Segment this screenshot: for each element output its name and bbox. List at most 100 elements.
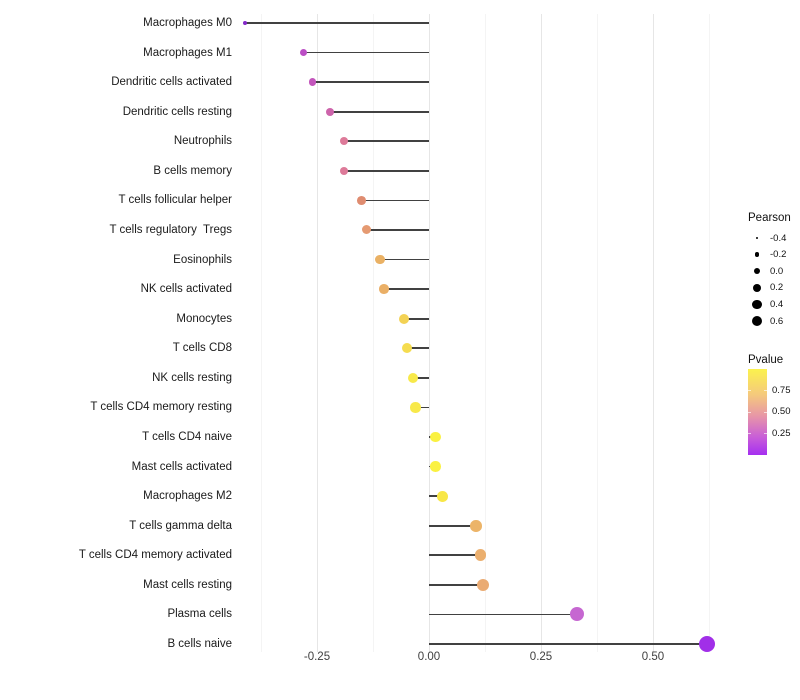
pvalue-tick-mark: [764, 390, 767, 391]
row-label: T cells CD4 memory resting: [90, 401, 232, 414]
row-label: Monocytes: [176, 312, 232, 325]
size-legend-title: Pearson: [748, 212, 791, 224]
lollipop-dot: [339, 166, 349, 176]
size-legend-dot: [753, 283, 761, 292]
lollipop-stick: [429, 613, 577, 616]
lollipop-dot: [361, 225, 371, 235]
lollipop-dot: [399, 313, 410, 324]
size-legend-dot: [754, 252, 760, 257]
lollipop-stick: [303, 51, 429, 54]
lollipop-stick: [343, 140, 429, 143]
size-legend-label: 0.2: [770, 282, 784, 294]
x-tick-label: -0.25: [303, 651, 331, 663]
lollipop-dot: [410, 402, 421, 413]
lollipop-dot: [339, 137, 349, 146]
row-label: T cells CD8: [172, 342, 232, 355]
lollipop-dot: [243, 21, 248, 25]
lollipop-stick: [429, 554, 481, 557]
lollipop-stick: [384, 288, 429, 290]
pvalue-tick-mark: [748, 433, 751, 434]
lollipop-dot: [326, 107, 335, 116]
lollipop-stick: [379, 258, 429, 261]
gridline-minor: [708, 14, 710, 652]
row-label: T cells CD4 memory activated: [78, 549, 232, 562]
lollipop-dot: [430, 431, 441, 443]
lollipop-stick: [361, 199, 429, 202]
lollipop-stick: [429, 524, 477, 527]
size-legend-label: 0.0: [770, 265, 784, 277]
size-legend-dot: [753, 267, 761, 275]
lollipop-dot: [437, 490, 448, 502]
pvalue-gradient-bar: [748, 369, 767, 455]
lollipop-dot: [474, 549, 487, 562]
lollipop-stick: [406, 347, 429, 350]
row-label: Macrophages M2: [143, 490, 232, 503]
size-legend-dot: [755, 236, 759, 240]
pvalue-tick-label: 0.75: [772, 384, 791, 396]
row-label: Mast cells resting: [143, 578, 232, 591]
gridline-major: [428, 14, 430, 652]
lollipop-dot: [379, 284, 389, 294]
row-label: Plasma cells: [167, 608, 232, 621]
lollipop-stick: [404, 317, 429, 320]
lollipop-dot: [698, 635, 715, 653]
pvalue-tick-mark: [764, 411, 767, 413]
gridline-minor: [596, 14, 598, 652]
lollipop-stick: [429, 583, 483, 586]
row-label: Dendritic cells activated: [111, 76, 232, 89]
row-label: T cells regulatory Tregs: [109, 223, 232, 236]
pvalue-tick-mark: [764, 433, 767, 434]
row-label: T cells gamma delta: [129, 519, 232, 532]
size-legend-dot: [752, 299, 762, 310]
row-label: NK cells resting: [152, 371, 232, 384]
x-tick-label: 0.50: [641, 651, 665, 663]
row-label: T cells follicular helper: [118, 194, 232, 207]
lollipop-dot: [430, 461, 441, 472]
row-label: Dendritic cells resting: [122, 105, 232, 118]
gridline-major: [540, 14, 542, 652]
pvalue-tick-mark: [748, 390, 751, 391]
pvalue-tick-label: 0.25: [772, 427, 791, 439]
x-tick-label: 0.00: [417, 651, 441, 663]
gridline-minor: [260, 14, 262, 652]
lollipop-stick: [429, 643, 707, 645]
lollipop-dot: [476, 578, 489, 591]
lollipop-stick: [415, 406, 429, 409]
lollipop-dot: [308, 78, 317, 86]
gridline-minor: [372, 14, 374, 652]
size-legend-label: -0.4: [770, 232, 787, 244]
lollipop-stick: [330, 110, 429, 113]
row-label: Mast cells activated: [131, 460, 232, 473]
size-legend-dot: [751, 315, 763, 327]
pvalue-tick-label: 0.50: [772, 406, 791, 417]
gridline-minor: [484, 14, 486, 652]
lollipop-dot: [408, 372, 419, 383]
size-legend-label: -0.2: [770, 249, 787, 261]
gridline-major: [652, 14, 654, 652]
lollipop-dot: [401, 343, 412, 354]
row-label: NK cells activated: [140, 283, 232, 296]
lollipop-stick: [245, 22, 429, 24]
lollipop-dot: [470, 519, 482, 532]
row-label: Neutrophils: [173, 135, 232, 148]
lollipop-stick: [413, 377, 429, 379]
row-label: Macrophages M0: [143, 17, 232, 29]
row-label: Eosinophils: [173, 253, 232, 266]
gridline-major: [316, 14, 318, 652]
lollipop-dot: [300, 49, 308, 57]
color-legend-title: Pvalue: [748, 354, 784, 366]
lollipop-dot: [569, 607, 584, 622]
pvalue-tick-mark: [748, 411, 751, 413]
row-label: T cells CD4 naive: [142, 430, 232, 443]
size-legend-label: 0.6: [770, 315, 784, 327]
size-legend-label: 0.4: [770, 298, 784, 310]
lollipop-stick: [429, 495, 443, 497]
lollipop-stick: [366, 229, 429, 231]
lollipop-stick: [343, 170, 429, 172]
row-label: Macrophages M1: [143, 46, 232, 59]
row-label: B cells memory: [153, 164, 232, 177]
lollipop-stick: [312, 81, 429, 83]
lollipop-dot: [374, 254, 385, 265]
x-tick-label: 0.25: [529, 651, 553, 663]
